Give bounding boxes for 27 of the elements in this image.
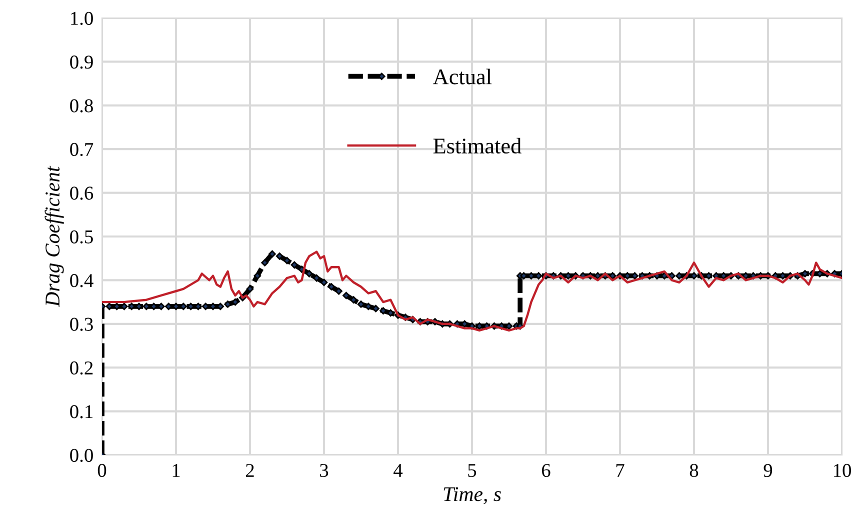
x-tick-label: 0 xyxy=(98,464,106,478)
x-tick-label: 9 xyxy=(764,464,772,478)
y-tick-label: 0.9 xyxy=(70,56,93,69)
y-axis-title: Drag Coefficient xyxy=(44,166,64,308)
x-tick-label: 10 xyxy=(834,464,851,478)
y-tick-label: 0.7 xyxy=(70,142,94,156)
y-tick-label: 0.1 xyxy=(70,405,92,418)
x-tick-label: 1 xyxy=(172,464,180,477)
y-tick-label: 0.6 xyxy=(70,186,94,200)
y-tick-label: 0.4 xyxy=(70,274,94,288)
y-tick-label: 0.8 xyxy=(70,99,93,112)
y-tick-label: 0.0 xyxy=(70,448,93,462)
y-tick-label: 0.2 xyxy=(70,361,93,375)
y-tick-label: 0.3 xyxy=(70,318,93,331)
x-tick-label: 2 xyxy=(246,464,254,477)
line-series xyxy=(102,250,842,332)
x-axis-title: Time, s xyxy=(444,487,501,504)
x-tick-label: 8 xyxy=(690,464,698,478)
x-tick-label: 3 xyxy=(320,464,328,478)
x-tick-label: 7 xyxy=(616,464,624,477)
y-tick-label: 0.5 xyxy=(70,230,93,244)
legend-label: Estimated xyxy=(433,138,522,154)
x-tick-label: 5 xyxy=(468,464,476,478)
x-tick-label: 4 xyxy=(394,464,403,477)
y-tick-label: 1.0 xyxy=(71,12,93,26)
x-tick-label: 6 xyxy=(542,464,550,478)
legend-label: Actual xyxy=(433,68,492,84)
